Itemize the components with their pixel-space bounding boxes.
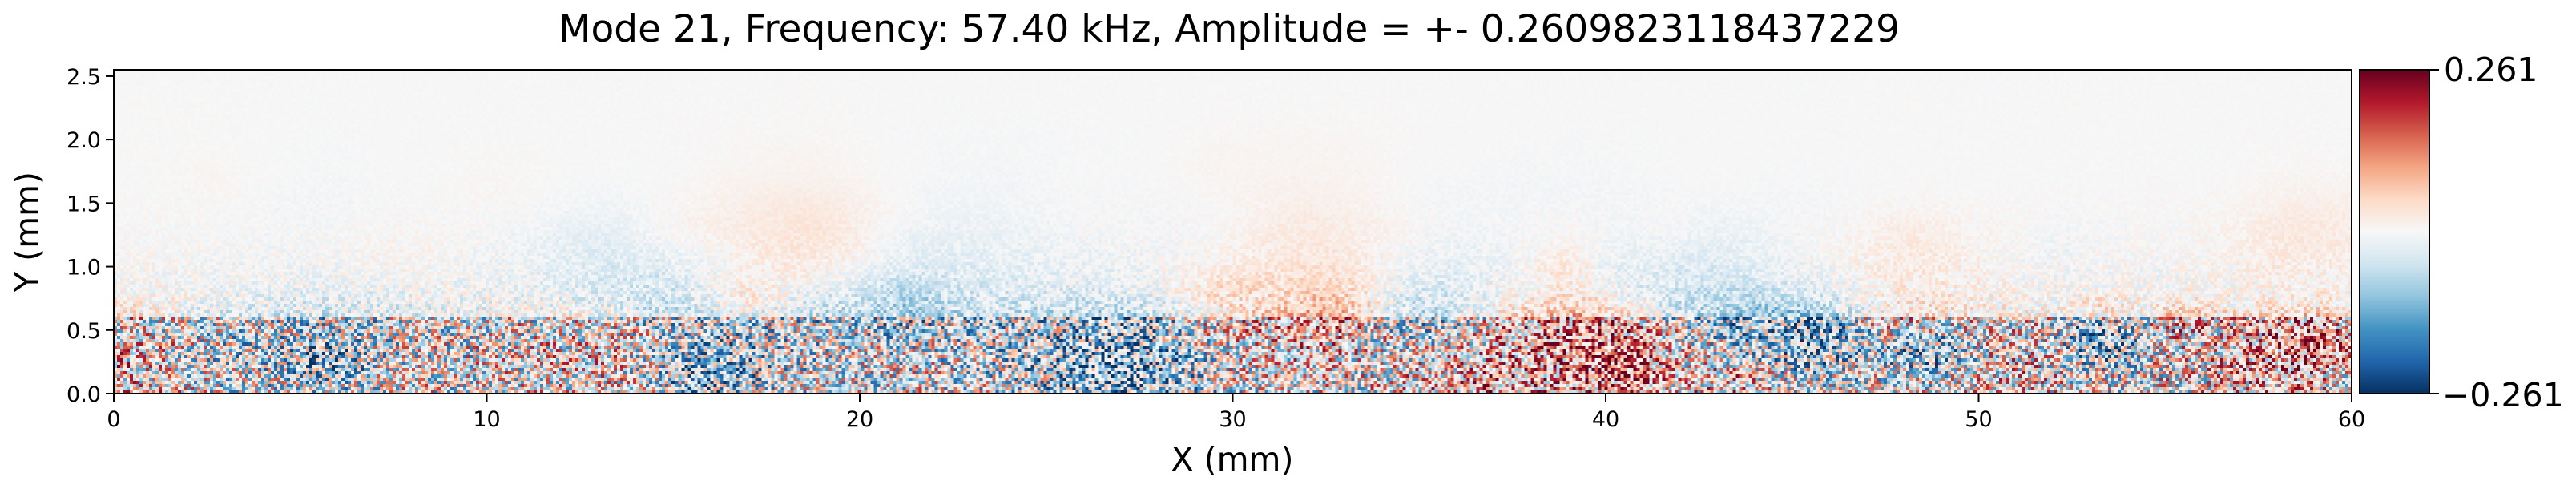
y-tick-label: 0.5 <box>67 319 101 344</box>
colorbar-frame <box>2359 69 2430 394</box>
chart-title: Mode 21, Frequency: 57.40 kHz, Amplitude… <box>558 7 1900 51</box>
y-tick-label: 2.5 <box>67 65 101 90</box>
y-tick-label: 2.0 <box>67 128 101 153</box>
colorbar-gradient <box>2360 70 2429 394</box>
x-tick-label: 40 <box>1592 407 1619 432</box>
x-tick-label: 10 <box>473 407 500 432</box>
x-tick-label: 0 <box>107 407 120 432</box>
x-axis-label: X (mm) <box>1171 440 1294 479</box>
y-tick-label: 1.0 <box>67 256 101 281</box>
x-tick-label: 50 <box>1965 407 1992 432</box>
colorbar: 0.261 −0.261 <box>2359 51 2564 414</box>
x-tick-label: 30 <box>1219 407 1246 432</box>
x-tick-label: 60 <box>2338 407 2365 432</box>
x-axis-ticks: 0 10 20 30 40 50 60 <box>107 394 2365 432</box>
heatmap-plot <box>113 69 2352 394</box>
heatmap-field <box>114 70 2352 394</box>
y-tick-label: 1.5 <box>67 192 101 216</box>
y-tick-label: 0.0 <box>67 382 101 407</box>
x-tick-label: 20 <box>846 407 873 432</box>
colorbar-min-label: −0.261 <box>2442 376 2564 414</box>
colorbar-max-label: 0.261 <box>2444 51 2538 89</box>
heatmap-image-holder <box>114 70 2352 394</box>
y-axis-label: Y (mm) <box>8 172 46 293</box>
y-axis-ticks: 0.0 0.5 1.0 1.5 2.0 2.5 <box>67 65 114 407</box>
